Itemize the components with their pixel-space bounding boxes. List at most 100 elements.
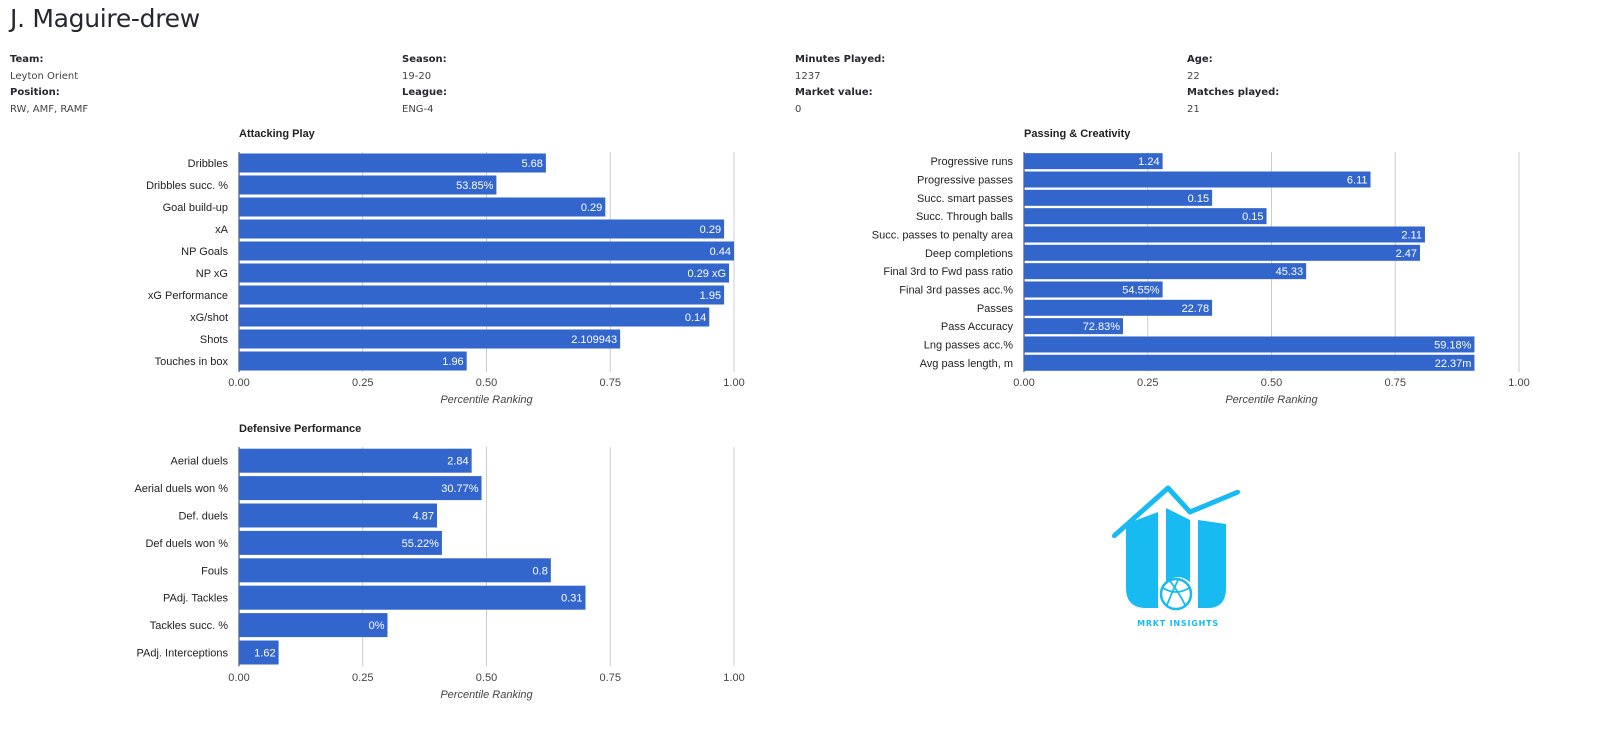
mrkt-insights-logo: MRKT INSIGHTS <box>1112 485 1240 628</box>
data-label: 0.15 <box>1242 211 1263 223</box>
chart-title: Passing & Creativity <box>1024 128 1131 140</box>
bar <box>1024 226 1425 243</box>
data-label: 1.24 <box>1138 156 1159 168</box>
info-column-team: Team: Leyton Orient Position: RW, AMF, R… <box>10 52 390 118</box>
data-label: 0.29 <box>700 224 721 236</box>
info-label-market-value: Market value: <box>795 87 873 98</box>
category-label: NP xG <box>196 268 228 280</box>
bar <box>239 476 482 501</box>
x-axis-title: Percentile Ranking <box>440 689 533 701</box>
category-label: xA <box>215 224 229 236</box>
bar <box>239 613 388 638</box>
info-column-season: Season: 19-20 League: ENG-4 <box>402 52 782 118</box>
category-label: Tackles succ. % <box>150 620 228 632</box>
data-label: 22.78 <box>1182 303 1210 315</box>
tick-label: 0.25 <box>352 377 373 389</box>
info-column-minutes: Minutes Played: 1237 Market value: 0 <box>795 52 1175 118</box>
tick-label: 0.75 <box>1385 377 1406 389</box>
category-label: Lng passes acc.% <box>924 339 1013 351</box>
chart-defensive-performance: Defensive Performance 0.00 0.25 0.50 0.75 1.0… <box>134 423 744 701</box>
data-label: 0% <box>369 620 385 632</box>
data-label: 0.29 xG <box>688 268 727 280</box>
info-label-minutes: Minutes Played: <box>795 54 886 65</box>
info-label-league: League: <box>402 87 447 98</box>
category-label: Deep completions <box>925 248 1014 260</box>
bar <box>239 530 442 555</box>
tick-label: 0.50 <box>476 672 497 684</box>
category-label: Passes <box>977 303 1014 315</box>
bar <box>1024 171 1371 188</box>
bar <box>239 558 551 583</box>
data-label: 6.11 <box>1347 174 1368 186</box>
data-label: 54.55% <box>1122 284 1160 296</box>
category-label: Def duels won % <box>145 538 228 550</box>
data-label: 0.31 <box>561 593 582 605</box>
category-label: PAdj. Tackles <box>163 593 229 605</box>
bar <box>1024 244 1420 261</box>
bar <box>239 175 497 195</box>
category-label: Aerial duels <box>171 456 229 468</box>
chart-attacking-play: Attacking Play 0.00 0.25 0.50 0.75 1.00 Dribbl… <box>146 128 745 406</box>
tick-label: 1.00 <box>1508 377 1529 389</box>
category-label: Dribbles <box>188 158 229 170</box>
category-label: Succ. smart passes <box>917 193 1013 205</box>
data-label: 0.29 <box>581 202 602 214</box>
bar <box>1024 354 1475 371</box>
info-value-team: Leyton Orient <box>10 71 79 82</box>
category-label: Def. duels <box>178 511 228 523</box>
bar <box>239 448 472 473</box>
data-label: 5.68 <box>521 158 542 170</box>
bar <box>239 241 734 261</box>
bar <box>1024 153 1163 170</box>
category-label: Avg pass length, m <box>920 358 1013 370</box>
category-label: Shots <box>200 334 229 346</box>
bar <box>239 351 467 371</box>
tick-label: 0.00 <box>228 377 249 389</box>
data-label: 2.47 <box>1396 248 1417 260</box>
bar <box>239 307 710 327</box>
tick-label: 0.25 <box>1137 377 1158 389</box>
category-label: Fouls <box>201 565 228 577</box>
category-label: Dribbles succ. % <box>146 180 228 192</box>
data-label: 59.18% <box>1434 339 1472 351</box>
bar <box>239 197 606 217</box>
data-label: 0.44 <box>710 246 731 258</box>
category-label: NP Goals <box>181 246 228 258</box>
category-label: PAdj. Interceptions <box>136 648 228 660</box>
logo-mark <box>1112 485 1240 608</box>
tick-label: 1.00 <box>723 377 744 389</box>
bar <box>239 503 437 528</box>
category-label: Touches in box <box>155 356 229 368</box>
data-label: 45.33 <box>1276 266 1304 278</box>
info-value-minutes: 1237 <box>795 71 821 82</box>
info-label-team: Team: <box>10 54 44 65</box>
bar <box>1024 318 1123 335</box>
tick-label: 1.00 <box>723 672 744 684</box>
bar <box>1024 263 1307 280</box>
tick-label: 0.50 <box>1261 377 1282 389</box>
bar <box>1024 281 1163 298</box>
data-label: 1.95 <box>700 290 721 302</box>
info-value-market-value: 0 <box>795 104 802 115</box>
info-value-league: ENG-4 <box>402 104 434 115</box>
info-value-position: RW, AMF, RAMF <box>10 104 89 115</box>
bar <box>239 219 725 239</box>
category-label: Progressive runs <box>930 156 1013 168</box>
tick-label: 0.00 <box>1013 377 1034 389</box>
data-label: 1.62 <box>254 648 275 660</box>
brand-text: MRKT INSIGHTS <box>1137 619 1219 628</box>
category-label: Final 3rd passes acc.% <box>899 284 1013 296</box>
bar <box>1024 208 1267 225</box>
bar <box>239 153 546 173</box>
x-axis-title: Percentile Ranking <box>440 394 533 406</box>
data-label: 30.77% <box>441 483 479 495</box>
tick-label: 0.00 <box>228 672 249 684</box>
tick-label: 0.75 <box>600 377 621 389</box>
bar <box>239 285 725 305</box>
data-label: 4.87 <box>413 511 434 523</box>
data-label: 0.8 <box>533 565 548 577</box>
category-label: Pass Accuracy <box>941 321 1014 333</box>
info-label-season: Season: <box>402 54 447 65</box>
bar <box>1024 336 1475 353</box>
